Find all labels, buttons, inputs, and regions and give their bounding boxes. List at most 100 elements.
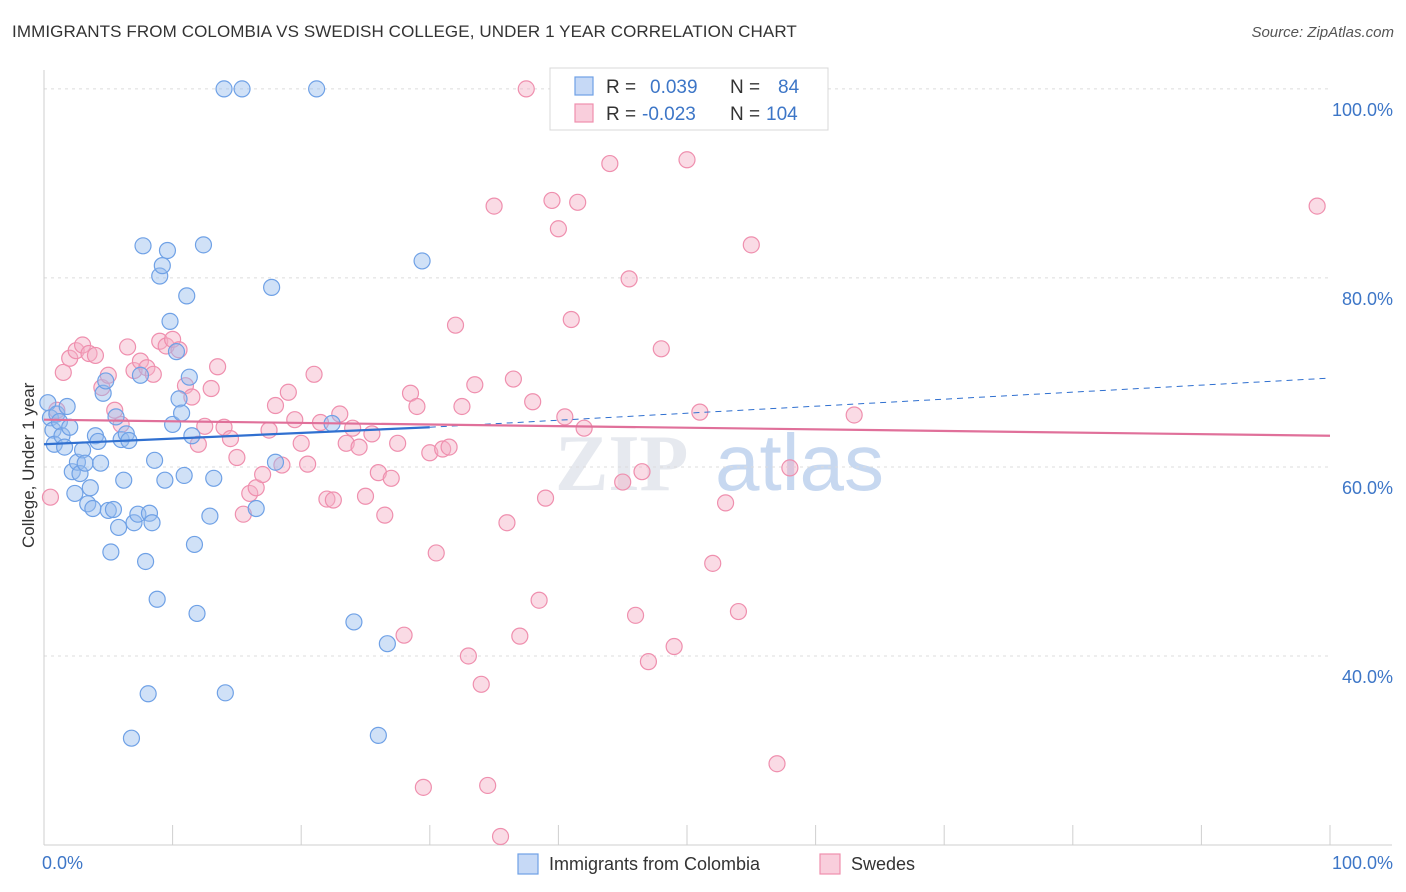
legend-n-label-1: N = bbox=[730, 77, 760, 98]
watermark-atlas: atlas bbox=[715, 418, 884, 507]
swedes-point bbox=[427, 544, 445, 562]
swedes-point bbox=[86, 346, 105, 365]
swedes-point bbox=[376, 506, 394, 524]
swedes-point bbox=[408, 397, 426, 416]
swedes-point bbox=[517, 80, 535, 98]
swedes-point bbox=[389, 434, 407, 452]
swedes-point bbox=[536, 489, 555, 507]
colombia-point bbox=[91, 454, 110, 472]
swedes-point bbox=[170, 341, 188, 359]
swedes-point bbox=[549, 220, 568, 238]
colombia-point bbox=[205, 469, 223, 487]
colombia-point bbox=[143, 514, 161, 532]
swedes-point bbox=[556, 408, 574, 426]
colombia-point bbox=[76, 454, 94, 472]
bottom-legend: Immigrants from Colombia Swedes bbox=[517, 853, 915, 875]
colombia-point bbox=[345, 613, 363, 631]
swedes-point bbox=[350, 438, 368, 456]
y-tick-label: 40.0% bbox=[1342, 667, 1393, 687]
colombia-point bbox=[308, 80, 326, 98]
colombia-point bbox=[134, 237, 152, 255]
colombia-point bbox=[145, 451, 164, 469]
swedes-point bbox=[279, 383, 297, 401]
bottom-legend-label-swedes: Swedes bbox=[851, 854, 915, 874]
swedes-point bbox=[318, 490, 336, 508]
swedes-point bbox=[305, 365, 323, 383]
swedes-point bbox=[118, 338, 137, 356]
colombia-point bbox=[378, 635, 396, 653]
trend-lines bbox=[43, 377, 1331, 446]
swedes-point bbox=[382, 469, 400, 487]
y-tick-label: 80.0% bbox=[1342, 289, 1393, 309]
colombia-point bbox=[104, 500, 123, 519]
swedes-point bbox=[569, 193, 587, 211]
colombia-points bbox=[39, 80, 431, 747]
swedes-point bbox=[511, 627, 529, 645]
swedes-point bbox=[652, 340, 670, 358]
swedes-point bbox=[504, 370, 522, 388]
swedes-point bbox=[266, 396, 285, 415]
swedes-point bbox=[845, 406, 863, 424]
swedes-point bbox=[228, 448, 246, 467]
swedes-point bbox=[742, 236, 760, 254]
colombia-point bbox=[156, 471, 174, 489]
colombia-point bbox=[71, 464, 89, 483]
source-credit: Source: ZipAtlas.com bbox=[1251, 24, 1394, 41]
swedes-point bbox=[678, 151, 696, 169]
x-tick-label-left: 0.0% bbox=[42, 853, 83, 873]
axes bbox=[43, 70, 1392, 846]
swedes-point bbox=[41, 488, 60, 506]
bottom-legend-swatch-swedes bbox=[819, 853, 841, 875]
swedes-point bbox=[479, 776, 497, 795]
swedes-point bbox=[485, 197, 503, 215]
swedes-point bbox=[1308, 197, 1326, 215]
swedes-point bbox=[472, 675, 490, 693]
colombia-point bbox=[185, 535, 204, 554]
swedes-point bbox=[768, 755, 786, 773]
colombia-point bbox=[55, 438, 74, 456]
swedes-point bbox=[324, 491, 342, 509]
colombia-point bbox=[136, 552, 155, 571]
colombia-point bbox=[66, 484, 84, 503]
swedes-point bbox=[299, 455, 317, 473]
legend-n-value-colombia: 84 bbox=[778, 77, 800, 98]
y-tick-label: 60.0% bbox=[1342, 478, 1393, 498]
colombia-point bbox=[263, 278, 281, 296]
bottom-legend-label-colombia: Immigrants from Colombia bbox=[549, 854, 761, 874]
swedes-point bbox=[202, 379, 220, 398]
colombia-point bbox=[97, 372, 115, 390]
swedes-point bbox=[639, 653, 658, 671]
colombia-point bbox=[216, 684, 234, 702]
colombia-point bbox=[139, 685, 157, 703]
swedes-trend-solid bbox=[43, 418, 1331, 437]
swedes-point bbox=[73, 336, 92, 354]
swedes-point bbox=[562, 310, 580, 329]
colombia-point bbox=[153, 257, 171, 275]
x-tick-label-right: 100.0% bbox=[1332, 853, 1393, 873]
swedes-point bbox=[498, 514, 516, 532]
legend-r-label-2: R = bbox=[606, 104, 636, 125]
watermark-zip: ZIP bbox=[555, 420, 688, 508]
swedes-point bbox=[781, 459, 799, 477]
swedes-point bbox=[459, 647, 477, 665]
colombia-point bbox=[167, 343, 186, 361]
gridlines: 100.0% 80.0% 60.0% 40.0% bbox=[44, 88, 1393, 687]
swedes-point bbox=[704, 554, 722, 572]
swedes-point bbox=[183, 388, 201, 406]
swedes-point bbox=[395, 626, 413, 644]
colombia-point bbox=[58, 397, 76, 416]
colombia-point bbox=[188, 604, 206, 623]
swedes-point bbox=[729, 602, 748, 621]
swedes-point bbox=[543, 191, 561, 210]
colombia-point bbox=[161, 312, 179, 331]
colombia-point bbox=[201, 507, 219, 525]
swedes-points bbox=[41, 80, 1326, 846]
swedes-point bbox=[601, 154, 619, 173]
swedes-point bbox=[106, 401, 124, 419]
colombia-point bbox=[183, 427, 201, 445]
legend-n-label-2: N = bbox=[730, 104, 760, 125]
swedes-point bbox=[665, 637, 683, 656]
swedes-point bbox=[716, 494, 735, 512]
colombia-point bbox=[173, 404, 191, 422]
